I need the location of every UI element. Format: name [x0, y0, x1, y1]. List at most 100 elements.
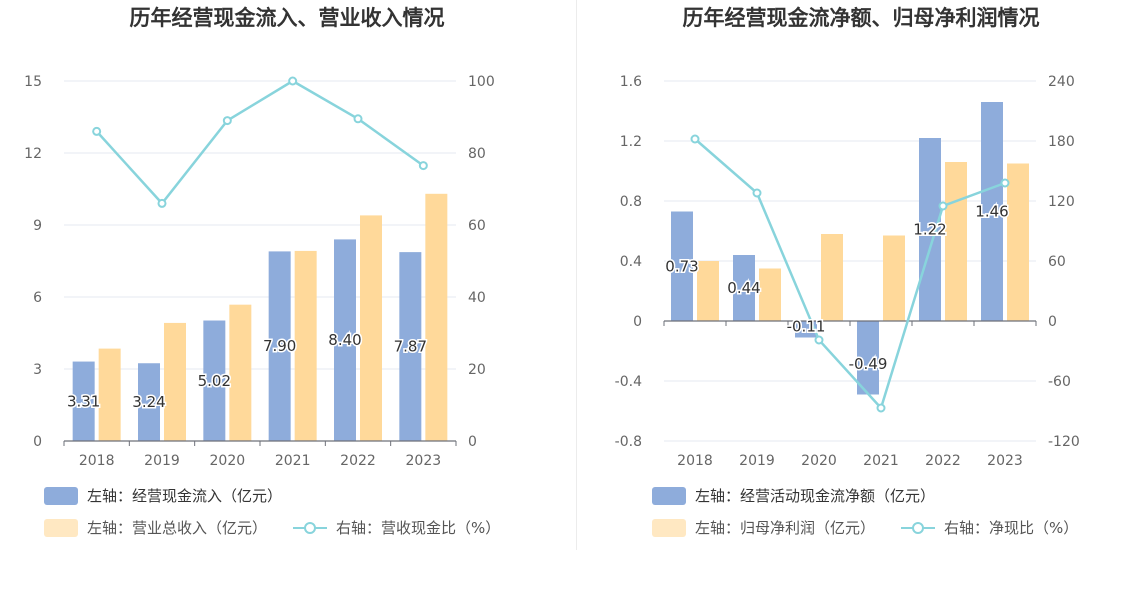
x-tick-label: 2019 [144, 453, 180, 469]
line-point [157, 198, 167, 208]
x-tick-label: 2020 [801, 453, 837, 469]
legend-label[interactable]: 左轴：营业总收入（亿元） [87, 519, 268, 537]
bar-data-label: -0.49 [849, 355, 888, 373]
bar-series1 [981, 102, 1003, 321]
y-right-tick-label: 120 [1048, 194, 1075, 210]
bar-data-label: 1.46 [975, 203, 1008, 221]
line-series [694, 138, 1006, 411]
chart-svg-left: 0 0 3 20 6 40 9 60 12 80 15 100 2018 2019 2020 2021 2022… [24, 74, 495, 469]
y-left-tick-label: 6 [33, 290, 42, 306]
y-left-tick-label: 1.6 [620, 74, 642, 90]
bar-data-label: 8.40 [328, 331, 361, 349]
bar-series1 [733, 255, 755, 321]
legend-label[interactable]: 右轴：净现比（%） [944, 519, 1079, 537]
y-right-tick-label: 0 [1048, 314, 1057, 330]
x-tick-label: 2023 [406, 453, 442, 469]
x-tick-label: 2020 [210, 453, 246, 469]
chart-title: 历年经营现金流入、营业收入情况 [129, 6, 445, 30]
y-right-tick-label: 100 [468, 74, 495, 90]
bar-series2 [164, 322, 186, 441]
bar-data-label: 0.73 [665, 257, 698, 275]
legend-line-icon [901, 519, 936, 537]
line-point [752, 188, 762, 198]
bar-series2 [945, 162, 967, 321]
bar-series1 [268, 251, 291, 441]
line-point [1000, 178, 1010, 188]
x-tick-label: 2021 [275, 453, 311, 469]
y-right-tick-label: 240 [1048, 74, 1075, 90]
line-point [876, 403, 886, 413]
bar-series2 [1007, 163, 1029, 321]
line-series [95, 79, 425, 206]
bar-series2 [821, 234, 843, 321]
chart-panel-right: 历年经营现金流净额、归母净利润情况 -0.8 -120 -0.4 -60 0 0 0.4 60… [574, 0, 1148, 589]
bar-series1 [138, 363, 160, 441]
x-tick-label: 2021 [863, 453, 899, 469]
line-point [222, 116, 232, 126]
y-left-tick-label: 3 [33, 362, 42, 378]
panel-divider [576, 0, 577, 550]
legend-item-bar1[interactable]: 左轴：经营活动现金流净额（亿元） [652, 486, 1078, 506]
bar-series2 [98, 348, 121, 441]
y-left-tick-label: 1.2 [620, 134, 642, 150]
y-left-tick-label: 9 [33, 218, 42, 234]
legend-swatch-bar1 [652, 487, 686, 505]
bar-data-label: 3.31 [67, 392, 100, 410]
bar-series1 [857, 321, 879, 395]
y-left-tick-label: 0 [633, 314, 642, 330]
legend-item-bar1[interactable]: 左轴：经营现金流入（亿元） [44, 486, 500, 506]
y-left-tick-label: 0.4 [620, 254, 642, 270]
y-right-tick-label: 80 [468, 146, 486, 162]
bar-data-label: 1.22 [913, 221, 946, 239]
bar-series2 [697, 261, 719, 321]
legend-label[interactable]: 右轴：营收现金比（%） [336, 519, 501, 537]
y-left-tick-label: -0.8 [615, 434, 642, 450]
legend-swatch-bar1 [44, 487, 78, 505]
bar-series1 [334, 239, 356, 441]
x-tick-label: 2023 [987, 453, 1023, 469]
y-left-tick-label: 12 [24, 146, 42, 162]
chart-svg-right: -0.8 -120 -0.4 -60 0 0 0.4 60 0.8 120 1.2 180 1.6 240… [615, 74, 1080, 469]
legend-right: 左轴：经营活动现金流净额（亿元） 左轴：归母净利润（亿元） 右轴：净现比（%） [652, 486, 1078, 550]
bar-data-label: -0.11 [787, 318, 826, 336]
legend-line-icon [293, 519, 328, 537]
bar-series1 [203, 320, 226, 441]
chart-title: 历年经营现金流净额、归母净利润情况 [682, 6, 1040, 30]
bar-series1 [671, 211, 693, 321]
line-point [418, 161, 428, 171]
x-tick-label: 2019 [739, 453, 775, 469]
legend-label[interactable]: 左轴：归母净利润（亿元） [695, 519, 876, 537]
line-point [288, 76, 298, 86]
bar-series1 [72, 361, 95, 441]
bar-series2 [294, 250, 317, 441]
bar-data-label: 7.87 [394, 338, 427, 356]
y-left-tick-label: 0.8 [620, 194, 642, 210]
x-tick-label: 2022 [340, 453, 376, 469]
y-right-tick-label: -120 [1048, 434, 1080, 450]
bar-data-label: 5.02 [198, 372, 231, 390]
legend-swatch-bar2 [44, 519, 78, 537]
legend-swatch-bar2 [652, 519, 686, 537]
y-right-tick-label: 40 [468, 290, 486, 306]
bar-series2 [759, 268, 781, 321]
y-right-tick-label: 0 [468, 434, 477, 450]
y-right-tick-label: -60 [1048, 374, 1071, 390]
y-left-tick-label: 15 [24, 74, 42, 90]
line-point [938, 201, 948, 211]
line-point [92, 126, 102, 136]
bar-data-label: 3.24 [132, 393, 165, 411]
bar-data-label: 0.44 [727, 279, 760, 297]
legend-label: 左轴：经营现金流入（亿元） [87, 487, 283, 505]
legend-label: 左轴：经营活动现金流净额（亿元） [695, 487, 936, 505]
chart-panel-left: 历年经营现金流入、营业收入情况 0 0 3 20 6 40 9 60 12 80 15 100 2018… [24, 6, 501, 537]
line-point [353, 114, 363, 124]
bar-series1 [919, 138, 941, 321]
bar-series2 [229, 304, 252, 441]
y-right-tick-label: 180 [1048, 134, 1075, 150]
y-right-tick-label: 60 [1048, 254, 1066, 270]
y-left-tick-label: -0.4 [615, 374, 642, 390]
bar-series1 [399, 252, 422, 441]
y-left-tick-label: 0 [33, 434, 42, 450]
y-right-tick-label: 60 [468, 218, 486, 234]
line-point [814, 335, 824, 345]
